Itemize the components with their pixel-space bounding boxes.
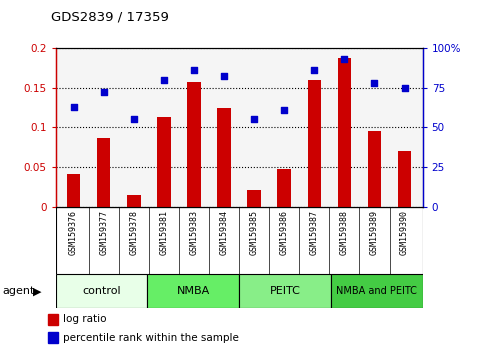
Point xyxy=(250,117,258,122)
Point xyxy=(401,85,409,91)
Point xyxy=(341,56,348,62)
Text: percentile rank within the sample: percentile rank within the sample xyxy=(63,333,239,343)
Bar xyxy=(147,274,239,308)
Bar xyxy=(48,314,58,325)
Bar xyxy=(157,117,170,207)
Bar xyxy=(247,190,261,207)
Bar xyxy=(331,274,423,308)
Text: GSM159388: GSM159388 xyxy=(340,210,349,256)
Text: GSM159386: GSM159386 xyxy=(280,210,289,256)
Text: GSM159378: GSM159378 xyxy=(129,210,138,256)
Point xyxy=(370,80,378,86)
Point xyxy=(220,74,228,79)
Text: GDS2839 / 17359: GDS2839 / 17359 xyxy=(51,11,169,24)
Text: GSM159381: GSM159381 xyxy=(159,210,169,256)
Text: NMBA and PEITC: NMBA and PEITC xyxy=(336,286,417,296)
Text: log ratio: log ratio xyxy=(63,314,106,324)
Text: GSM159387: GSM159387 xyxy=(310,210,319,256)
Bar xyxy=(398,152,412,207)
Text: PEITC: PEITC xyxy=(270,286,300,296)
Bar xyxy=(338,58,351,207)
Point xyxy=(160,77,168,82)
Bar xyxy=(217,108,231,207)
Text: control: control xyxy=(82,286,121,296)
Bar xyxy=(48,332,58,343)
Text: ▶: ▶ xyxy=(33,286,42,296)
Point xyxy=(280,107,288,113)
Bar xyxy=(308,80,321,207)
Text: GSM159377: GSM159377 xyxy=(99,210,108,256)
Bar xyxy=(239,274,331,308)
Bar xyxy=(277,169,291,207)
Bar xyxy=(127,195,141,207)
Point xyxy=(130,117,138,122)
Text: GSM159389: GSM159389 xyxy=(370,210,379,256)
Point xyxy=(190,67,198,73)
Text: GSM159384: GSM159384 xyxy=(220,210,228,256)
Text: GSM159383: GSM159383 xyxy=(189,210,199,256)
Text: GSM159385: GSM159385 xyxy=(250,210,258,256)
Bar xyxy=(187,82,201,207)
Bar xyxy=(368,131,381,207)
Point xyxy=(100,90,108,95)
Bar xyxy=(97,138,111,207)
Bar xyxy=(56,274,147,308)
Point xyxy=(311,67,318,73)
Text: NMBA: NMBA xyxy=(177,286,210,296)
Text: GSM159390: GSM159390 xyxy=(400,210,409,256)
Point xyxy=(70,104,77,110)
Text: GSM159376: GSM159376 xyxy=(69,210,78,256)
Bar xyxy=(67,174,80,207)
Text: agent: agent xyxy=(2,286,35,296)
